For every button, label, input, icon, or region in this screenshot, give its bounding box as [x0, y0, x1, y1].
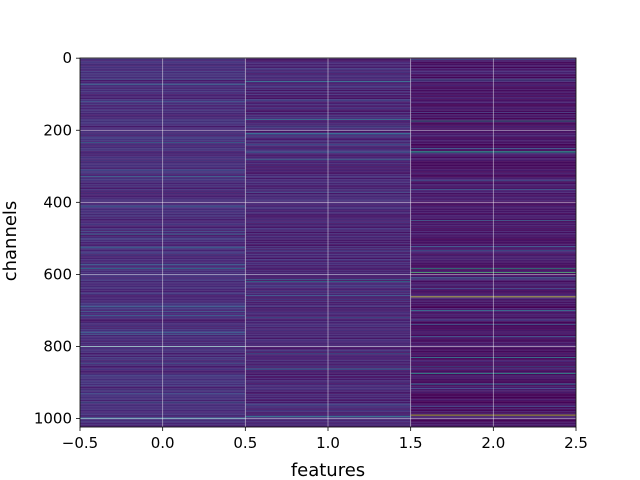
y-tick-label: 800 [43, 337, 72, 355]
x-tick-label: 0.0 [151, 434, 175, 452]
x-tick-label: 1.5 [399, 434, 423, 452]
y-tick-label: 0 [62, 49, 72, 67]
y-tick-label: 600 [43, 265, 72, 283]
x-tick-label: −0.5 [62, 434, 98, 452]
y-tick-label: 1000 [34, 410, 72, 428]
y-tick-label: 400 [43, 193, 72, 211]
x-tick-label: 2.5 [564, 434, 588, 452]
x-tick-label: 1.0 [316, 434, 340, 452]
y-tick-label: 200 [43, 121, 72, 139]
y-axis: 0 200 400 600 800 1000 [34, 49, 80, 428]
y-axis-title: channels [0, 201, 21, 282]
x-tick-label: 0.5 [233, 434, 257, 452]
x-axis: −0.5 0.0 0.5 1.0 1.5 2.0 2.5 [62, 427, 588, 452]
x-tick-label: 2.0 [481, 434, 505, 452]
x-axis-title: features [291, 460, 365, 480]
